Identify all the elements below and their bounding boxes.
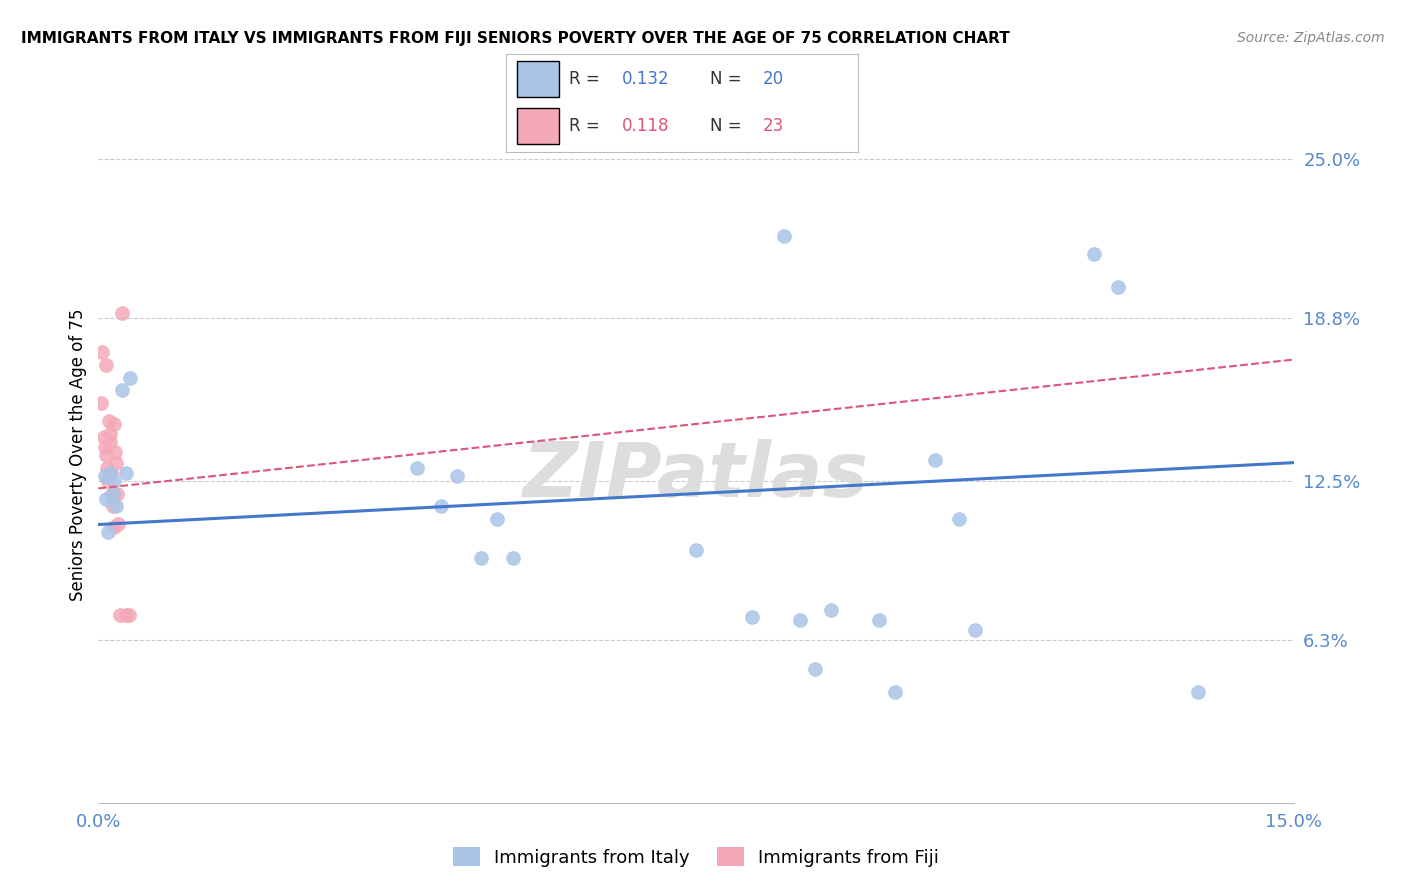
Point <box>94 468 117 483</box>
Text: 20: 20 <box>762 70 785 88</box>
Point <box>741 610 763 624</box>
Text: 23: 23 <box>762 117 785 135</box>
Point <box>100 466 122 480</box>
Point <box>118 607 141 622</box>
Point <box>103 520 125 534</box>
Point <box>789 613 811 627</box>
Point <box>485 512 508 526</box>
Legend: Immigrants from Italy, Immigrants from Fiji: Immigrants from Italy, Immigrants from F… <box>446 840 946 874</box>
Point <box>820 602 842 616</box>
Point <box>772 228 794 243</box>
Point <box>103 474 125 488</box>
Point <box>115 466 138 480</box>
Text: 0.132: 0.132 <box>621 70 669 88</box>
Point <box>97 414 120 428</box>
Text: Source: ZipAtlas.com: Source: ZipAtlas.com <box>1237 31 1385 45</box>
Text: IMMIGRANTS FROM ITALY VS IMMIGRANTS FROM FIJI SENIORS POVERTY OVER THE AGE OF 75: IMMIGRANTS FROM ITALY VS IMMIGRANTS FROM… <box>21 31 1010 46</box>
Point <box>108 607 131 622</box>
Point <box>868 613 890 627</box>
Point <box>104 445 127 459</box>
Point <box>94 440 117 454</box>
Point <box>105 486 128 500</box>
Point <box>948 512 970 526</box>
Point <box>97 525 120 540</box>
Point <box>470 551 492 566</box>
Text: N =: N = <box>710 117 741 135</box>
Point <box>101 486 124 500</box>
Text: R =: R = <box>569 117 600 135</box>
Point <box>100 435 122 450</box>
Point <box>111 384 134 398</box>
Text: ZIPatlas: ZIPatlas <box>523 439 869 513</box>
Point <box>101 500 124 514</box>
Point <box>502 551 524 566</box>
FancyBboxPatch shape <box>517 62 560 96</box>
Point <box>685 543 707 558</box>
Point <box>804 662 827 676</box>
Point <box>963 623 986 637</box>
Point <box>430 500 453 514</box>
Point <box>104 456 127 470</box>
Point <box>91 344 114 359</box>
Point <box>96 460 118 475</box>
Point <box>98 427 121 442</box>
Text: N =: N = <box>710 70 741 88</box>
Text: R =: R = <box>569 70 600 88</box>
Point <box>101 486 124 500</box>
Point <box>104 500 127 514</box>
Point <box>94 448 117 462</box>
Point <box>96 491 118 506</box>
Point <box>884 685 907 699</box>
Y-axis label: Seniors Poverty Over the Age of 75: Seniors Poverty Over the Age of 75 <box>69 309 87 601</box>
Point <box>1187 685 1209 699</box>
Point <box>97 474 120 488</box>
Point <box>1083 247 1105 261</box>
Point <box>120 370 142 384</box>
Point <box>446 468 468 483</box>
Point <box>90 396 112 410</box>
Point <box>100 466 122 480</box>
Point <box>1107 280 1129 294</box>
Point <box>103 417 125 431</box>
Point <box>111 306 134 320</box>
Point <box>93 430 115 444</box>
Point <box>924 453 946 467</box>
Point <box>107 517 129 532</box>
Point <box>96 358 118 372</box>
Point <box>406 460 429 475</box>
Point <box>115 607 138 622</box>
Text: 0.118: 0.118 <box>621 117 669 135</box>
FancyBboxPatch shape <box>517 109 560 144</box>
